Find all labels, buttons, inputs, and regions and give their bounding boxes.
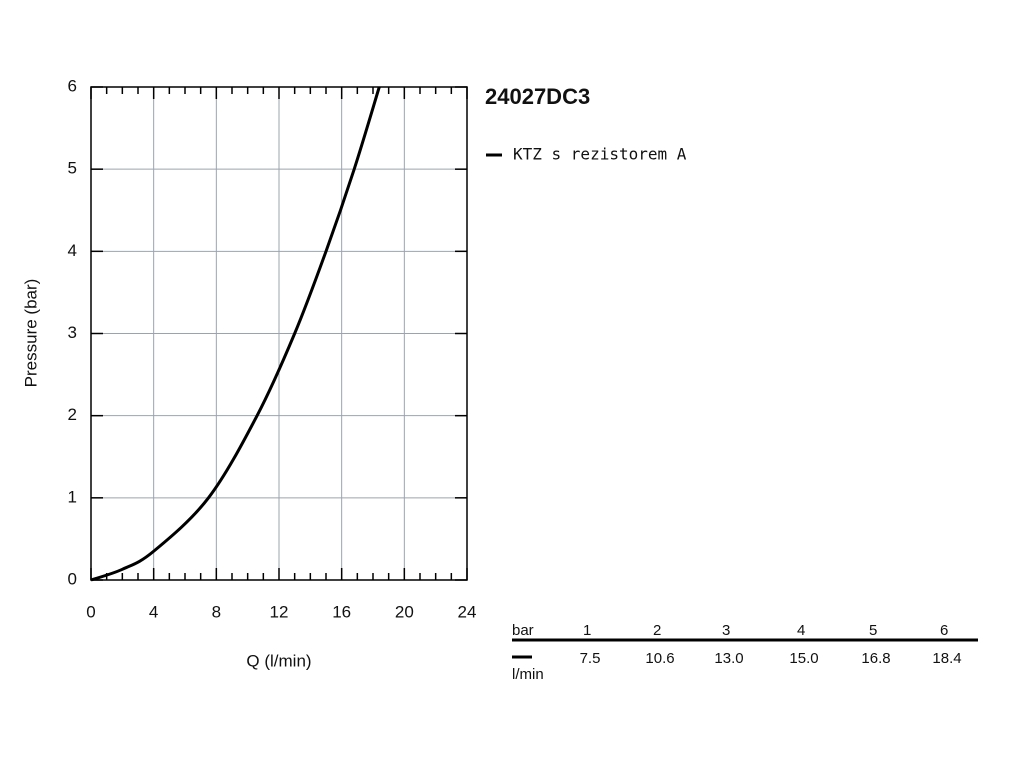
x-tick-label: 16 [332,602,351,621]
x-axis-label: Q (l/min) [246,651,311,670]
legend-label: KTZ s rezistorem A [513,145,687,164]
table-unit-label: l/min [512,666,544,683]
x-tick-label: 20 [395,602,414,621]
x-tick-label: 12 [270,602,289,621]
x-tick-label: 24 [458,602,477,621]
table-pressure: 3 [722,622,730,639]
table-pressure: 4 [797,622,805,639]
table-flow: 13.0 [714,650,743,667]
table-flow: 18.4 [932,650,961,667]
x-tick-label: 0 [86,602,95,621]
table-row-label: bar [512,622,534,639]
table-pressure: 5 [869,622,877,639]
y-tick-label: 6 [68,76,77,95]
x-tick-label: 8 [212,602,221,621]
table-pressure: 1 [583,622,591,639]
table-flow: 15.0 [789,650,818,667]
y-tick-label: 2 [68,405,77,424]
y-tick-label: 5 [68,159,77,178]
table-flow: 7.5 [580,650,601,667]
table-flow: 16.8 [861,650,890,667]
chart-title: 24027DC3 [485,84,590,109]
y-tick-label: 4 [68,241,77,260]
y-axis-label: Pressure (bar) [21,279,40,388]
x-tick-label: 4 [149,602,158,621]
y-tick-label: 0 [68,569,77,588]
table-flow: 10.6 [645,650,674,667]
plot-frame [90,86,468,581]
y-tick-label: 3 [68,323,77,342]
series-line [90,86,381,582]
table-pressure: 2 [653,622,661,639]
y-tick-label: 1 [68,487,77,506]
table-pressure: 6 [940,622,948,639]
